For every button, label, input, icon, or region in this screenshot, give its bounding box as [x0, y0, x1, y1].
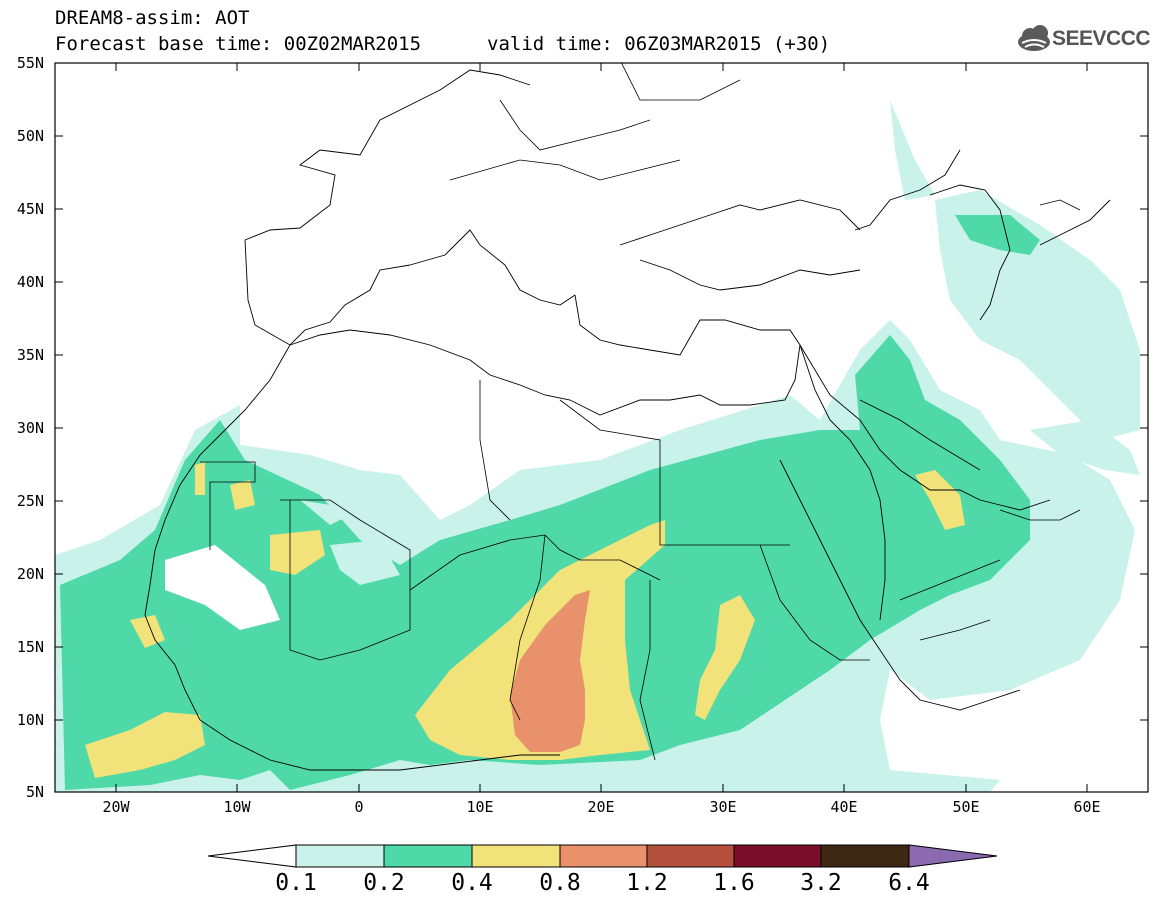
lon-label: 60E: [1073, 798, 1101, 816]
colorbar-bin: [559, 844, 648, 868]
lat-label: 25N: [16, 492, 44, 510]
aot-low-region-3: [300, 500, 360, 525]
aot-band-yellow-west-2: [130, 615, 165, 648]
lat-ticks: [55, 62, 1148, 793]
lat-label: 40N: [16, 273, 44, 291]
aot-band-light-north: [890, 100, 935, 200]
coastlines: [144, 69, 1111, 771]
forecast-base-time: Forecast base time: 00Z02MAR2015: [55, 33, 422, 55]
colorbar-label: 0.8: [539, 870, 581, 896]
colorbar-bin: [820, 844, 910, 868]
lat-label: 50N: [16, 127, 44, 145]
colorbar-high-arrow: [908, 844, 998, 868]
borders: [200, 63, 1081, 761]
lat-label: 20N: [16, 565, 44, 583]
lon-label: 40E: [830, 798, 858, 816]
aot-band-light-caspian: [935, 190, 1140, 440]
colorbar-bin: [646, 844, 735, 868]
lon-label: 0: [354, 798, 364, 816]
colorbar-bin: [733, 844, 822, 868]
aot-low-region-2: [330, 540, 400, 585]
colorbar: [207, 844, 998, 868]
aot-shading: [55, 100, 1140, 792]
colorbar-label: 0.2: [363, 870, 405, 896]
colorbar-label: 1.6: [713, 870, 755, 896]
cloud-icon: [1018, 25, 1050, 51]
logo-text: SEEVCCC: [1052, 27, 1151, 50]
lat-label: 35N: [16, 346, 44, 364]
lon-ticks: [115, 63, 1088, 792]
aot-band-yellow-east-1: [695, 595, 755, 720]
colorbar-label: 3.2: [800, 870, 842, 896]
lat-label: 5N: [25, 783, 44, 801]
colorbar-label: 0.4: [451, 870, 493, 896]
lat-label: 15N: [16, 638, 44, 656]
aot-band-yellow-east-2: [915, 470, 965, 530]
colorbar-low-arrow: [207, 844, 297, 868]
colorbar-bin: [471, 844, 561, 868]
aot-band-green-caspian: [955, 215, 1040, 255]
aot-band-yellow-west-5: [195, 462, 205, 495]
map-title: DREAM8-assim: AOT: [55, 7, 250, 29]
colorbar-label: 0.1: [275, 870, 317, 896]
lat-label: 10N: [16, 711, 44, 729]
lon-label: 10E: [466, 798, 494, 816]
aot-band-green-west: [60, 335, 1030, 790]
colorbar-bin: [295, 844, 385, 868]
lon-label: 30E: [709, 798, 737, 816]
valid-time: valid time: 06Z03MAR2015 (+30): [487, 33, 831, 55]
aot-low-region-1: [165, 545, 280, 630]
lat-label: 55N: [16, 54, 44, 72]
aot-band-light-east: [1030, 420, 1140, 475]
aot-band-yellow-west-4: [230, 480, 255, 510]
lon-label: 10W: [223, 798, 251, 816]
colorbar-bin: [383, 844, 473, 868]
aot-band-orange-central: [510, 590, 590, 752]
lon-label: 20W: [102, 798, 130, 816]
aot-band-yellow-west-1: [85, 712, 205, 778]
lon-label: 20E: [587, 798, 615, 816]
lat-label: 30N: [16, 419, 44, 437]
colorbar-label: 1.2: [626, 870, 668, 896]
lat-label: 45N: [16, 200, 44, 218]
colorbar-label: 6.4: [888, 870, 930, 896]
lon-label: 50E: [952, 798, 980, 816]
aot-band-yellow-west-3: [270, 530, 325, 575]
